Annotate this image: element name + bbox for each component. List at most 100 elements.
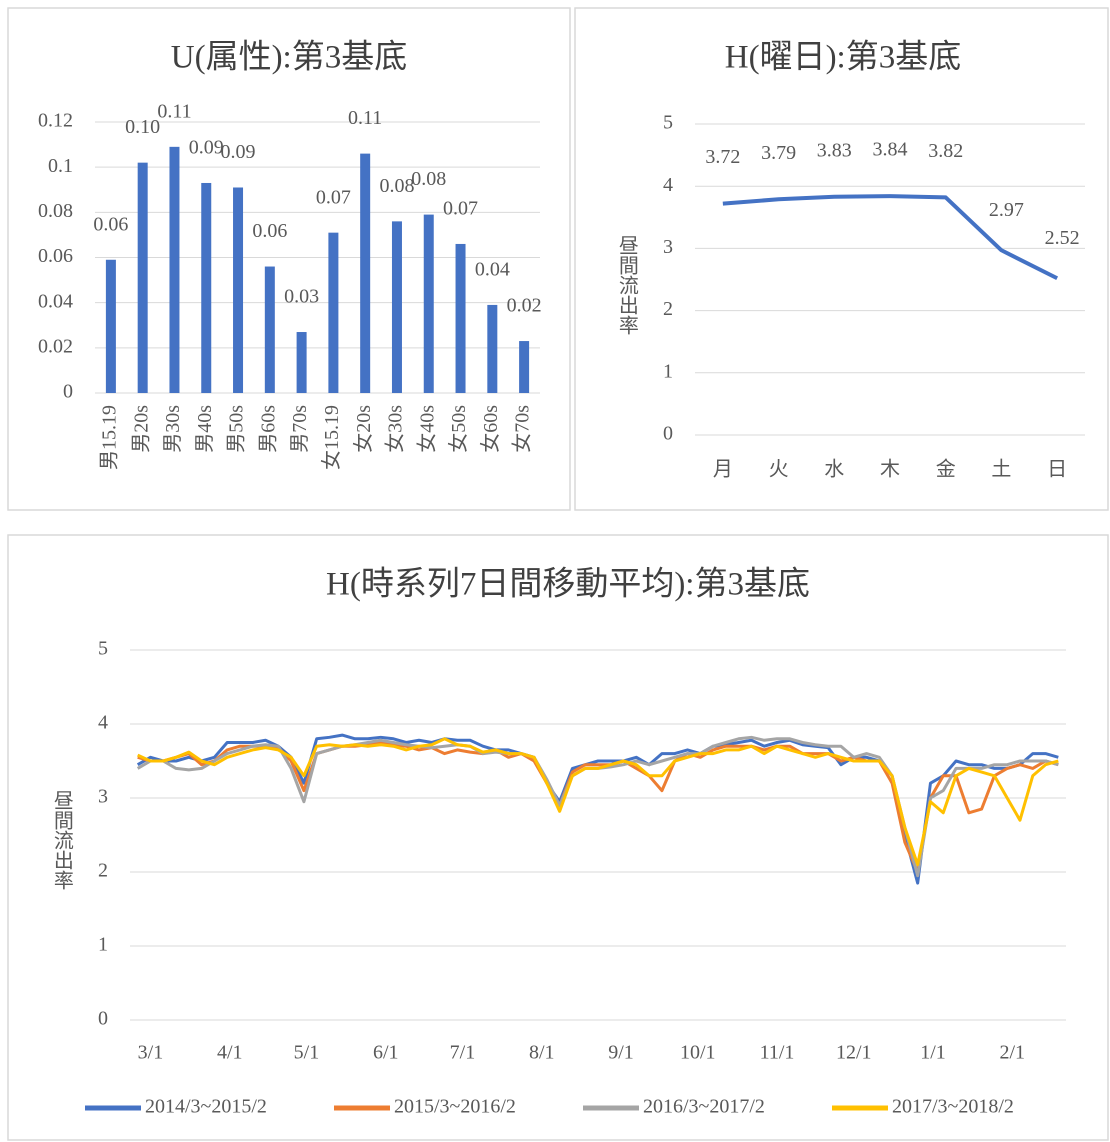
data-label: 3.83 — [817, 139, 852, 161]
y-tick-label: 1 — [663, 360, 673, 382]
data-label: 0.10 — [125, 116, 160, 138]
bar — [233, 187, 244, 393]
x-tick-label: 女50s — [447, 405, 470, 453]
line — [137, 741, 1059, 874]
data-label: 0.08 — [379, 175, 414, 197]
x-tick-label: 12/1 — [836, 1042, 872, 1064]
x-tick-label: 9/1 — [608, 1042, 634, 1064]
x-tick-label: 水 — [824, 458, 844, 481]
y-tick-label: 0.04 — [38, 290, 73, 312]
x-tick-label: 土 — [991, 458, 1011, 481]
x-tick-label: 女15.19 — [320, 405, 343, 470]
x-tick-label: 11/1 — [760, 1042, 795, 1064]
x-tick-label: 男40s — [194, 405, 216, 453]
x-tick-label: 1/1 — [920, 1042, 946, 1064]
y-tick-label: 5 — [663, 112, 673, 134]
bar — [264, 266, 275, 393]
data-label: 2.52 — [1045, 227, 1080, 249]
y-tick-label: 0.08 — [38, 200, 73, 222]
y-axis-title: 昼間流出率 — [50, 790, 73, 890]
y-tick-label: 0.06 — [38, 245, 73, 267]
data-label: 0.07 — [443, 198, 478, 220]
x-tick-label: 金 — [936, 458, 956, 481]
data-label: 0.09 — [221, 141, 256, 163]
x-tick-label: 女40s — [415, 405, 438, 453]
data-label: 0.06 — [93, 213, 128, 235]
x-tick-label: 女20s — [352, 405, 375, 453]
bar — [328, 232, 339, 393]
bar — [105, 259, 116, 393]
chart-title: U(属性):第3基底 — [171, 39, 407, 76]
chart-title: H(時系列7日間移動平均):第3基底 — [326, 566, 810, 603]
bar — [137, 162, 148, 393]
x-tick-label: 日 — [1047, 459, 1067, 481]
data-label: 0.11 — [348, 107, 382, 129]
legend-label: 2016/3~2017/2 — [643, 1096, 765, 1118]
line — [137, 737, 1059, 867]
x-tick-label: 6/1 — [373, 1042, 399, 1064]
y-tick-label: 3 — [98, 786, 108, 808]
bar — [360, 153, 371, 393]
x-tick-label: 5/1 — [294, 1042, 320, 1064]
data-label: 0.09 — [189, 137, 224, 159]
bar — [201, 182, 212, 393]
legend-label: 2015/3~2016/2 — [394, 1096, 516, 1118]
panel — [7, 7, 571, 511]
bar — [296, 332, 307, 393]
bar — [391, 221, 402, 393]
y-tick-label: 0 — [663, 423, 673, 445]
bar — [519, 341, 530, 393]
y-tick-label: 3 — [663, 236, 673, 258]
data-label: 0.02 — [507, 295, 542, 317]
x-tick-label: 女70s — [511, 405, 534, 453]
x-tick-label: 火 — [769, 459, 789, 481]
x-tick-label: 4/1 — [217, 1042, 243, 1064]
data-label: 0.08 — [411, 168, 446, 190]
bar — [169, 146, 180, 393]
y-tick-label: 0.1 — [48, 155, 73, 177]
x-tick-label: 3/1 — [138, 1042, 164, 1064]
data-label: 3.84 — [873, 139, 908, 161]
data-label: 0.06 — [252, 220, 287, 242]
y-tick-label: 4 — [98, 712, 108, 734]
bar — [455, 243, 466, 393]
x-tick-label: 木 — [880, 458, 900, 481]
legend-label: 2014/3~2015/2 — [145, 1096, 267, 1118]
x-tick-label: 男60s — [257, 405, 279, 453]
y-tick-label: 0.02 — [38, 335, 73, 357]
x-tick-label: 男30s — [162, 405, 184, 453]
data-label: 3.79 — [761, 142, 796, 164]
x-tick-label: 男20s — [130, 405, 152, 453]
x-tick-label: 2/1 — [1000, 1042, 1026, 1064]
x-tick-label: 10/1 — [680, 1042, 716, 1064]
y-tick-label: 2 — [98, 860, 108, 882]
x-tick-label: 女30s — [384, 405, 407, 453]
chart-title: H(曜日):第3基底 — [725, 39, 961, 76]
legend-label: 2017/3~2018/2 — [892, 1096, 1014, 1118]
data-label: 2.97 — [989, 199, 1024, 221]
x-tick-label: 7/1 — [450, 1042, 476, 1064]
bar — [487, 304, 498, 393]
data-label: 3.82 — [928, 140, 963, 162]
x-tick-label: 男50s — [226, 405, 248, 453]
y-tick-label: 0 — [63, 381, 73, 403]
data-label: 0.04 — [475, 259, 510, 281]
y-axis-title: 昼間流出率 — [615, 235, 638, 335]
y-tick-label: 4 — [663, 174, 673, 196]
bar — [423, 214, 434, 393]
x-tick-label: 月 — [713, 459, 733, 481]
y-tick-label: 0 — [98, 1008, 108, 1030]
y-tick-label: 2 — [663, 298, 673, 320]
data-label: 0.03 — [284, 286, 319, 308]
line — [722, 194, 1059, 281]
y-tick-label: 0.12 — [38, 110, 73, 132]
y-tick-label: 5 — [98, 638, 108, 660]
x-tick-label: 男70s — [289, 405, 311, 453]
x-tick-label: 8/1 — [529, 1042, 555, 1064]
data-label: 3.72 — [705, 146, 740, 168]
data-label: 0.07 — [316, 186, 351, 208]
x-tick-label: 男15.19 — [98, 405, 120, 470]
data-label: 0.11 — [157, 100, 191, 122]
x-tick-label: 女60s — [479, 405, 502, 453]
